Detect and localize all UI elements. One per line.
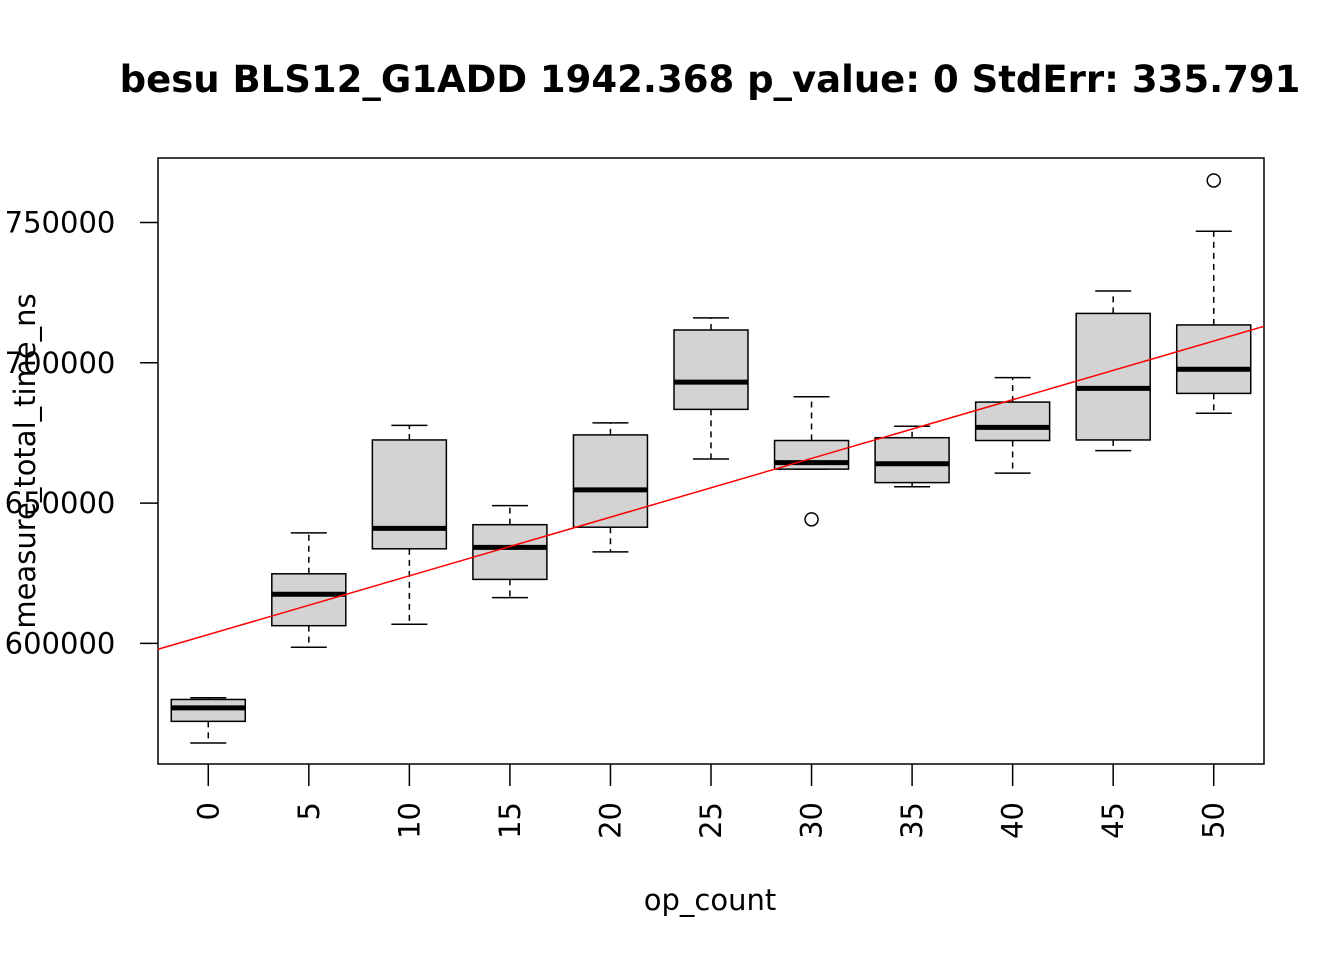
boxes xyxy=(170,173,1252,744)
box-group xyxy=(371,424,448,626)
outlier-point xyxy=(804,512,819,527)
box-group xyxy=(1075,290,1151,452)
box-iqr xyxy=(974,401,1051,442)
y-tick-label: 600000 xyxy=(5,626,116,660)
box-iqr xyxy=(1075,312,1151,441)
regression-line xyxy=(157,325,1265,650)
box-iqr xyxy=(271,573,347,627)
box-iqr xyxy=(170,698,247,723)
box-group xyxy=(472,504,548,599)
box-group xyxy=(572,422,649,553)
chart-title: besu BLS12_G1ADD 1942.368 p_value: 0 Std… xyxy=(120,58,1301,101)
x-tick-label: 15 xyxy=(493,802,527,839)
x-tick-label: 35 xyxy=(895,802,929,839)
box-group xyxy=(271,532,347,649)
box-group xyxy=(874,425,950,488)
x-axis: 0 5 10 15 20 25 30 35 40 45 50 xyxy=(191,764,1231,839)
x-tick-label: 20 xyxy=(593,802,627,839)
y-tick-label: 750000 xyxy=(5,206,116,240)
x-tick-label: 10 xyxy=(392,802,426,839)
box-group xyxy=(170,697,247,744)
y-axis: 600000 650000 700000 750000 xyxy=(5,206,158,660)
box-iqr xyxy=(472,523,548,581)
outlier-point xyxy=(1206,173,1221,188)
y-tick-label: 650000 xyxy=(5,486,116,520)
box-iqr xyxy=(371,439,448,550)
y-tick-label: 700000 xyxy=(5,346,116,380)
box-iqr xyxy=(1175,324,1252,395)
box-group xyxy=(773,396,850,527)
x-tick-label: 30 xyxy=(795,802,829,839)
x-tick-label: 50 xyxy=(1197,802,1231,839)
box-group xyxy=(974,376,1051,474)
x-tick-label: 25 xyxy=(694,802,728,839)
x-tick-label: 45 xyxy=(1096,802,1130,839)
y-axis-label: measure_total_time_ns xyxy=(8,293,42,628)
box-iqr xyxy=(572,434,649,528)
box-group xyxy=(673,317,749,460)
x-tick-label: 5 xyxy=(292,802,326,820)
x-tick-label: 40 xyxy=(996,802,1030,839)
x-axis-label: op_count xyxy=(644,883,776,917)
plot-frame xyxy=(157,157,1265,765)
box-iqr xyxy=(673,329,749,411)
box-iqr xyxy=(874,436,950,484)
box-group xyxy=(1175,173,1252,415)
x-tick-label: 0 xyxy=(191,802,225,820)
